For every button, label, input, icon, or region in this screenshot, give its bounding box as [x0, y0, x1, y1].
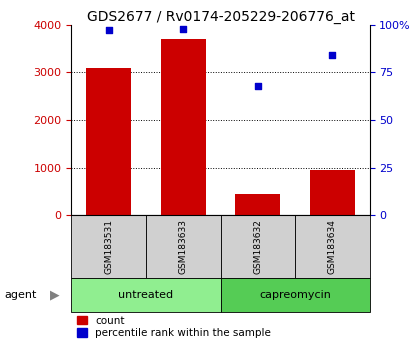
Text: GSM183634: GSM183634 [328, 219, 337, 274]
Text: capreomycin: capreomycin [259, 290, 331, 300]
Bar [146, 215, 220, 278]
Bar [71, 278, 220, 312]
Text: GSM183632: GSM183632 [253, 219, 262, 274]
Bar [295, 215, 370, 278]
Text: untreated: untreated [118, 290, 173, 300]
Bar [87, 68, 131, 215]
Text: ▶: ▶ [50, 289, 59, 302]
Bar [71, 215, 146, 278]
Point [255, 83, 261, 88]
Text: GSM183531: GSM183531 [104, 219, 113, 274]
Text: agent: agent [4, 290, 37, 300]
Title: GDS2677 / Rv0174-205229-206776_at: GDS2677 / Rv0174-205229-206776_at [87, 10, 354, 24]
Bar [220, 278, 370, 312]
Bar [220, 215, 295, 278]
Point [105, 28, 112, 33]
Bar [161, 39, 206, 215]
Bar [236, 194, 280, 215]
Point [180, 26, 186, 32]
Legend: count, percentile rank within the sample: count, percentile rank within the sample [76, 316, 271, 338]
Bar [310, 170, 355, 215]
Text: GSM183633: GSM183633 [179, 219, 188, 274]
Point [329, 52, 336, 58]
